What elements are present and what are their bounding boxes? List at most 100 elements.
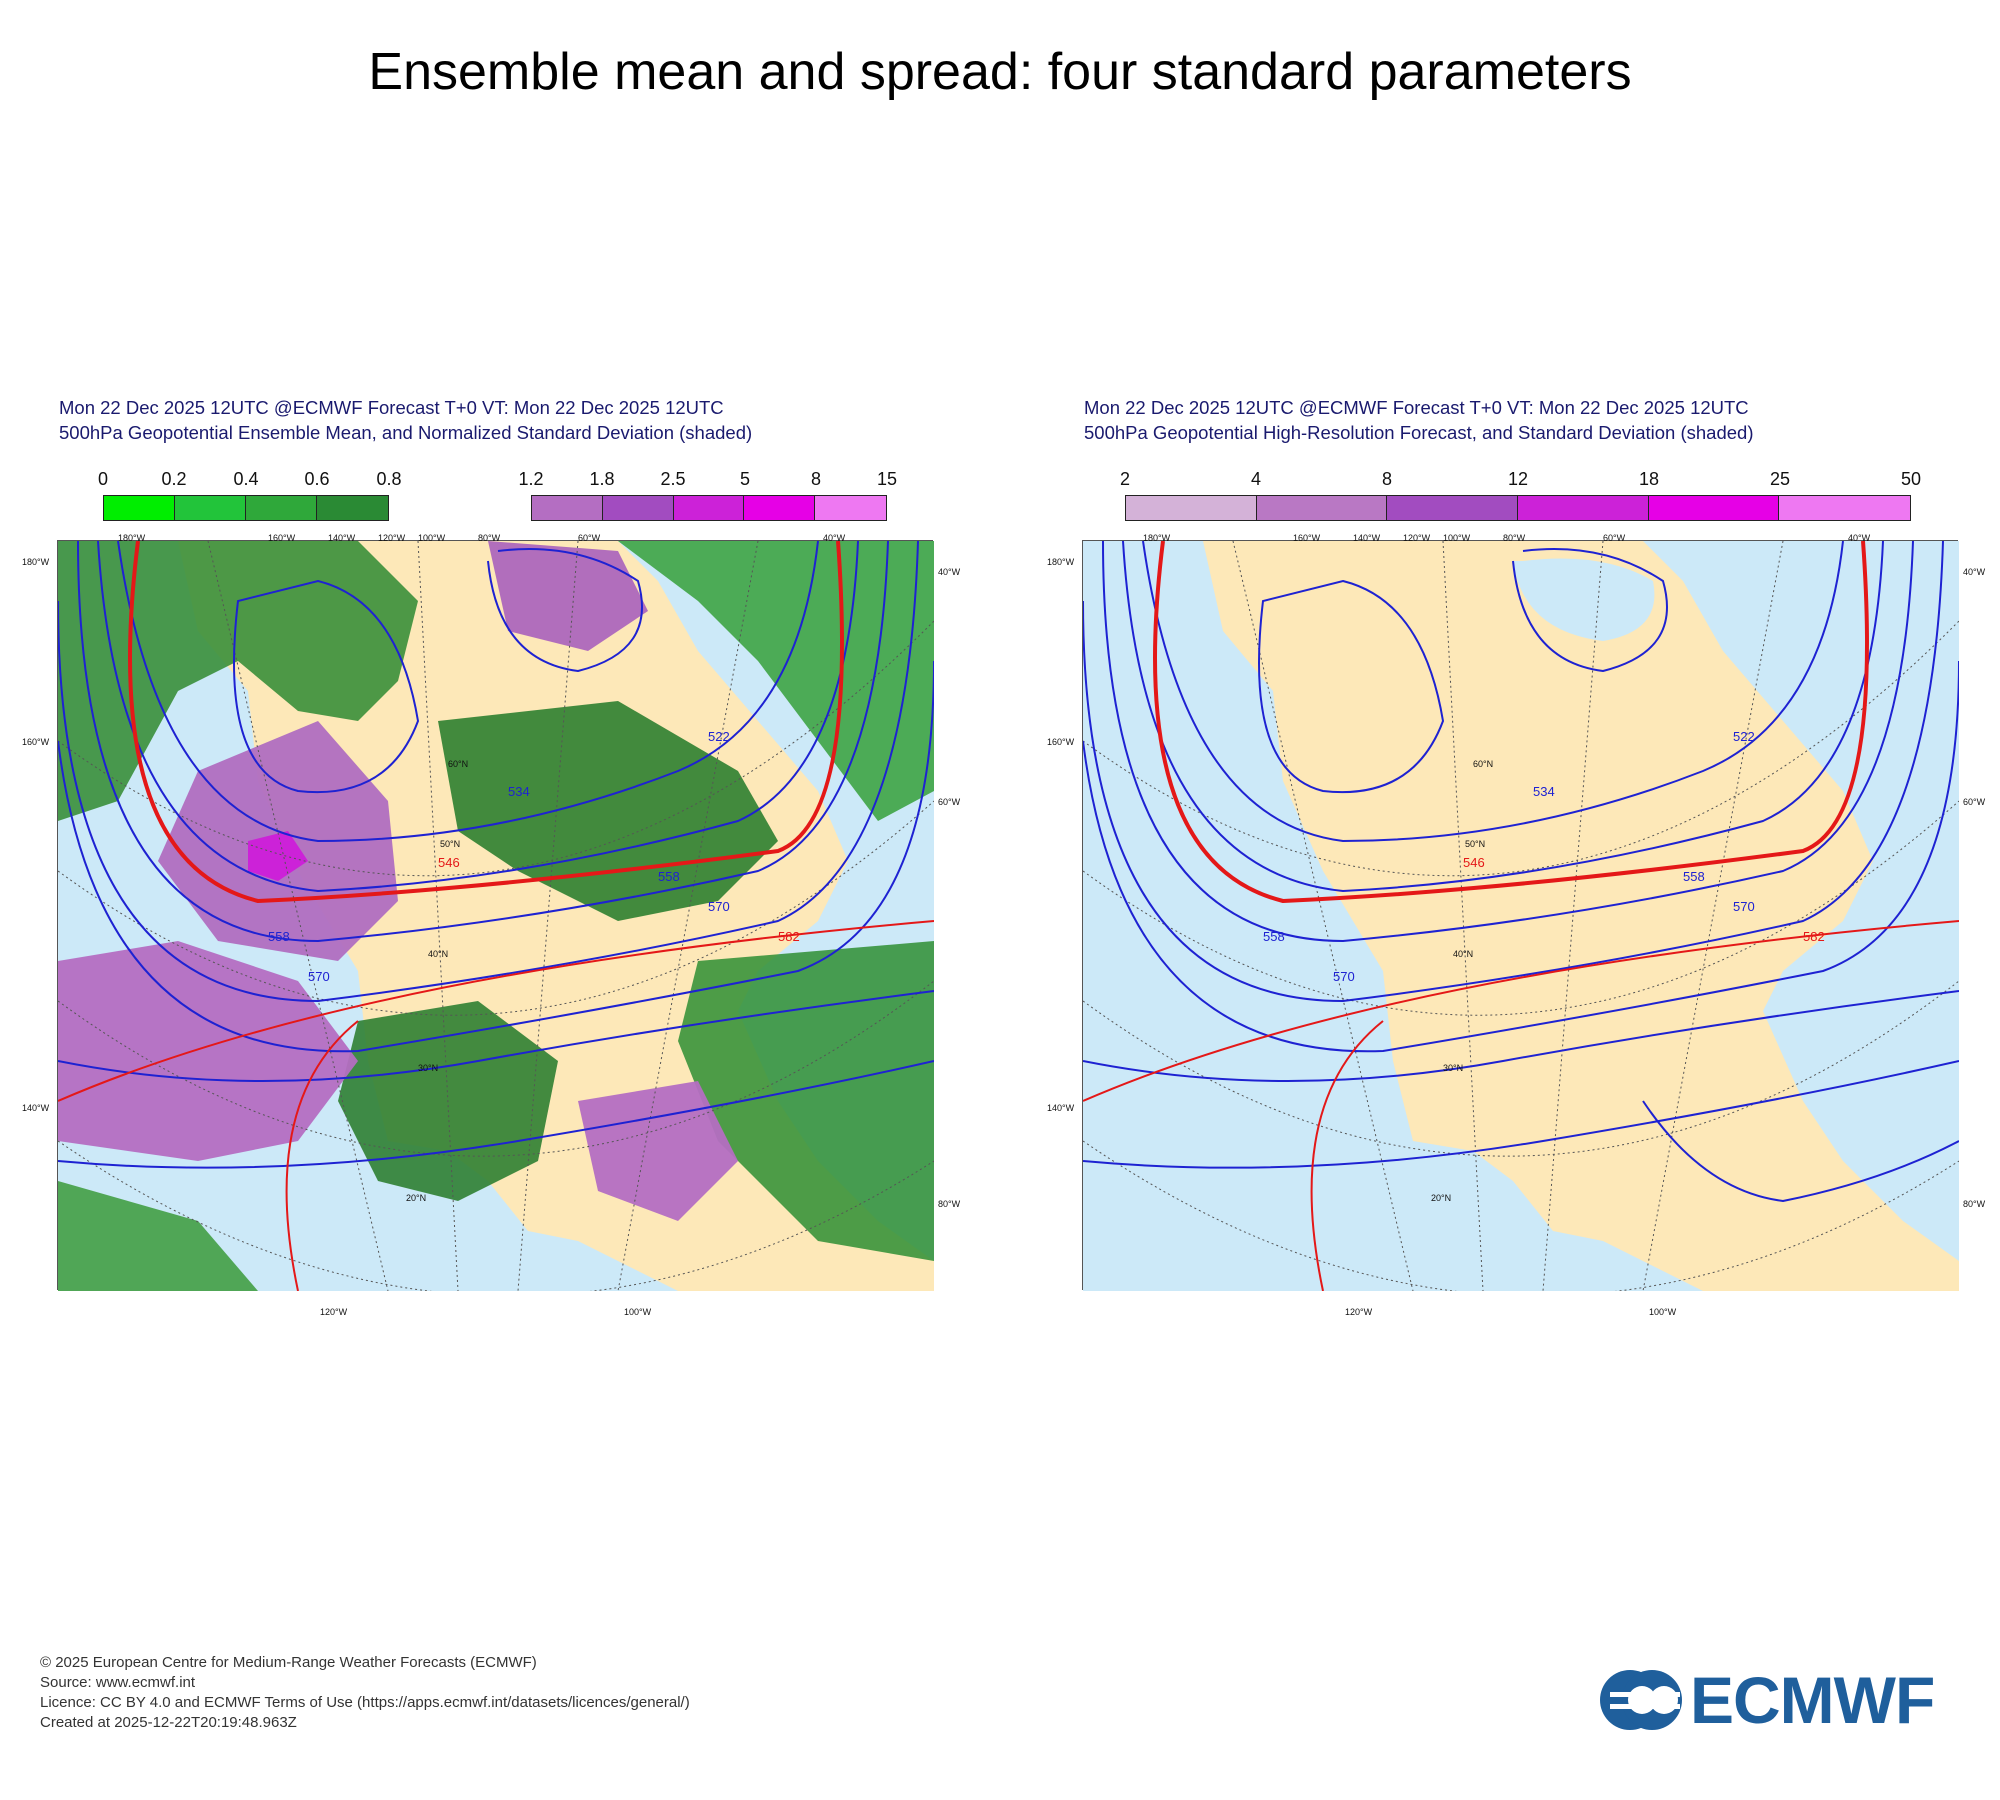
high-resolution-map-svg: 558 570 582 546 534 522 558 570 bbox=[1083, 541, 1959, 1291]
colorbar-tick: 1.8 bbox=[589, 469, 615, 489]
panel-header-line1: Mon 22 Dec 2025 12UTC @ECMWF Forecast T+… bbox=[1084, 397, 1749, 418]
colorbar-tick: 0.6 bbox=[304, 469, 330, 489]
panel-header-line2: 500hPa Geopotential High-Resolution Fore… bbox=[1084, 422, 1754, 443]
contour-label: 570 bbox=[708, 899, 730, 914]
lon-label: 100°W bbox=[624, 1307, 652, 1315]
lon-label: 160°W bbox=[22, 737, 50, 747]
contour-label: 582 bbox=[1803, 929, 1825, 944]
lon-label: 140°W bbox=[328, 533, 356, 543]
contour-label: 546 bbox=[1463, 855, 1485, 870]
lon-label: 100°W bbox=[1443, 533, 1471, 543]
contour-label: 570 bbox=[308, 969, 330, 984]
contour-labels: 558 570 582 546 534 522 558 570 bbox=[268, 729, 800, 984]
lon-label: 40°W bbox=[1963, 567, 1986, 577]
lat-label: 60°N bbox=[1473, 759, 1493, 769]
contour-label: 558 bbox=[1683, 869, 1705, 884]
land bbox=[1203, 541, 1959, 1291]
lon-label: 160°W bbox=[1293, 533, 1321, 543]
lon-label: 140°W bbox=[1047, 1103, 1075, 1113]
geopotential-contours bbox=[58, 541, 934, 1169]
panel-header: Mon 22 Dec 2025 12UTC @ECMWF Forecast T+… bbox=[1084, 395, 1754, 445]
contour-label: 534 bbox=[508, 784, 530, 799]
colorbar-swatches bbox=[103, 495, 389, 521]
lat-label: 50°N bbox=[1465, 839, 1485, 849]
lon-label: 180°W bbox=[1047, 557, 1075, 567]
colorbar-tick: 0.2 bbox=[161, 469, 187, 489]
colorbar-normalized-low: 0 0.2 0.4 0.6 0.8 bbox=[98, 469, 402, 531]
contour-label: 570 bbox=[1333, 969, 1355, 984]
lat-label: 60°N bbox=[448, 759, 468, 769]
colorbar-tick: 1.2 bbox=[518, 469, 544, 489]
lat-label: 30°N bbox=[418, 1063, 438, 1073]
degree-labels: 180°W 160°W 140°W 120°W 100°W 80°W 60°W … bbox=[1047, 533, 1986, 1315]
lon-label: 60°W bbox=[578, 533, 601, 543]
lon-label: 60°W bbox=[1603, 533, 1626, 543]
lat-label: 20°N bbox=[1431, 1193, 1451, 1203]
footer-licence: Licence: CC BY 4.0 and ECMWF Terms of Us… bbox=[40, 1694, 690, 1711]
lat-label: 20°N bbox=[406, 1193, 426, 1203]
lon-label: 140°W bbox=[1353, 533, 1381, 543]
colorbar-swatch bbox=[317, 496, 388, 520]
lon-label: 120°W bbox=[320, 1307, 348, 1315]
footer-source: Source: www.ecmwf.int bbox=[40, 1674, 196, 1691]
contour-label: 558 bbox=[658, 869, 680, 884]
hudson-bay bbox=[1513, 558, 1655, 641]
colorbar-swatch bbox=[104, 496, 175, 520]
panel-header-line1: Mon 22 Dec 2025 12UTC @ECMWF Forecast T+… bbox=[59, 397, 724, 418]
colorbar-tick: 2.5 bbox=[660, 469, 686, 489]
ecmwf-logo: ECMWF bbox=[1590, 1660, 1970, 1740]
colorbar-swatch bbox=[1387, 496, 1518, 520]
contour-label: 582 bbox=[778, 929, 800, 944]
colorbar-swatch bbox=[175, 496, 246, 520]
spread-purple-shade bbox=[248, 831, 308, 881]
contour-labels: 558 570 582 546 534 522 558 570 bbox=[1263, 729, 1825, 984]
colorbar-swatch bbox=[602, 496, 674, 520]
contour-label: 534 bbox=[1533, 784, 1555, 799]
spread-green-shade bbox=[58, 541, 418, 821]
spread-green-shade bbox=[678, 941, 934, 1261]
contour-label: 558 bbox=[268, 929, 290, 944]
lon-label: 60°W bbox=[1963, 797, 1986, 807]
colorbar-tick: 15 bbox=[876, 469, 898, 489]
spread-green-shade bbox=[58, 1181, 258, 1291]
colorbar-swatch bbox=[815, 496, 886, 520]
contour-label: 522 bbox=[708, 729, 730, 744]
colorbar-tick: 5 bbox=[739, 469, 751, 489]
colorbar-swatch bbox=[1126, 496, 1257, 520]
graticule bbox=[58, 541, 934, 1291]
lon-label: 60°W bbox=[938, 797, 961, 807]
lon-label: 40°W bbox=[823, 533, 846, 543]
colorbar-tick: 25 bbox=[1769, 469, 1791, 489]
spread-purple-shade bbox=[488, 541, 648, 651]
lon-label: 160°W bbox=[268, 533, 296, 543]
lon-label: 180°W bbox=[22, 557, 50, 567]
lat-label: 40°N bbox=[1453, 949, 1473, 959]
graticule bbox=[1083, 541, 1959, 1291]
footer-created: Created at 2025-12-22T20:19:48.963Z bbox=[40, 1714, 297, 1731]
lon-label: 80°W bbox=[1963, 1199, 1986, 1209]
ensemble-map-svg: 558 570 582 546 534 522 558 570 bbox=[58, 541, 934, 1291]
page-title: Ensemble mean and spread: four standard … bbox=[368, 43, 1632, 101]
lon-label: 80°W bbox=[1503, 533, 1526, 543]
ecmwf-logo-text: ECMWF bbox=[1690, 1663, 1935, 1737]
panel-header: Mon 22 Dec 2025 12UTC @ECMWF Forecast T+… bbox=[59, 395, 752, 445]
lat-label: 40°N bbox=[428, 949, 448, 959]
contour-label: 522 bbox=[1733, 729, 1755, 744]
lon-label: 80°W bbox=[478, 533, 501, 543]
colorbar-tick: 18 bbox=[1638, 469, 1660, 489]
ecmwf-logo-icon bbox=[1600, 1670, 1682, 1730]
colorbar-tick: 0.8 bbox=[376, 469, 402, 489]
lon-label: 140°W bbox=[22, 1103, 50, 1113]
colorbar-standard-deviation: 2 4 8 12 18 25 50 bbox=[1120, 469, 1921, 531]
copyright-footer: © 2025 European Centre for Medium-Range … bbox=[40, 1653, 690, 1733]
lon-label: 120°W bbox=[1345, 1307, 1373, 1315]
lon-label: 160°W bbox=[1047, 737, 1075, 747]
contour-label: 570 bbox=[1733, 899, 1755, 914]
lon-label: 100°W bbox=[1649, 1307, 1677, 1315]
colorbar-tick: 12 bbox=[1507, 469, 1529, 489]
colorbar-swatch bbox=[673, 496, 745, 520]
spread-purple-shade bbox=[58, 941, 358, 1161]
lon-label: 180°W bbox=[118, 533, 146, 543]
colorbar-swatches bbox=[1125, 495, 1911, 521]
lon-label: 120°W bbox=[1403, 533, 1431, 543]
